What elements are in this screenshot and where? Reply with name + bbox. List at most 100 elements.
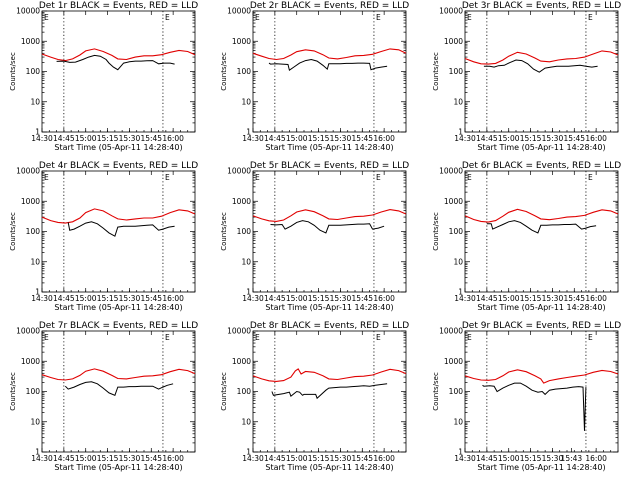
panel-7-marker-label-end: E [165,333,170,342]
panel-6-marker-label-start: E [467,173,472,182]
panel-4-ytick-label: 10 [30,257,40,266]
panel-4-marker-label-start: E [44,173,49,182]
panel-2-xtick-label: 15:00 [286,134,308,143]
panel-6-xlabel: Start Time (05-Apr-11 14:28:40) [477,303,605,312]
panel-5-events-series [270,220,385,234]
panel-4-ytick-label: 10000 [16,167,40,176]
panel-8-xtick-label: 15:00 [286,454,308,463]
panel-9-xtick-label: 15:15 [520,454,542,463]
panel-2-ytick-label: 1000 [232,37,251,46]
panel-2-xtick-label: 16:00 [373,134,395,143]
panel-5-xtick-label: 15:45 [351,294,373,303]
panel-4-xtick-label: 15:15 [97,294,119,303]
panel-2-marker-label-start: E [255,13,260,22]
panel-8-xtick-label: 15:30 [330,454,352,463]
panel-3-xtick-label: 15:00 [498,134,520,143]
panel-8-frame [252,330,407,453]
panel-9-ytick-label: 1000 [444,357,463,366]
panel-6-title: Det 6r BLACK = Events, RED = LLD [462,161,621,171]
panel-7-xlabel: Start Time (05-Apr-11 14:28:40) [54,463,182,472]
panel-8-xlabel: Start Time (05-Apr-11 14:28:40) [265,463,393,472]
panel-2-xtick-label: 15:30 [330,134,352,143]
panel-9-xlabel: Start Time (05-Apr-11 14:28:40) [477,463,605,472]
panel-6-ytick-label: 1 [458,288,463,297]
panel-3-marker-label-end: E [588,13,593,22]
panel-4: Det 4r BLACK = Events, RED = LLD 1 10 100 10… [9,161,198,312]
panel-8-ytick-label: 10 [241,417,251,426]
panel-7-xtick-label: 16:00 [162,454,184,463]
panel-6-xtick-label: 14:45 [476,294,498,303]
panel-9-ytick-label: 1 [458,448,463,457]
panel-9-xtick-label: 14:30 [454,454,476,463]
panel-4-ylabel: Counts/sec [9,212,17,251]
panel-6-ytick-label: 10000 [439,167,463,176]
panel-7-ylabel: Counts/sec [9,372,17,411]
panel-3: Det 3r BLACK = Events, RED = LLD 1 10 100 10… [432,1,621,152]
panel-9-xtick-label: 15:43 [561,454,583,463]
panel-6-events-series [486,220,597,234]
panel-8-xtick-label: 14:30 [242,454,264,463]
panel-3-ytick-label: 1 [458,128,463,137]
panel-3-ytick-label: 10000 [439,7,463,16]
panel-3-title: Det 3r BLACK = Events, RED = LLD [462,1,621,11]
panel-4-ytick-label: 100 [26,227,41,236]
panel-2-ytick-label: 10000 [227,7,251,16]
panel-1-ytick-label: 10000 [16,7,40,16]
panel-9-ytick-label: 10000 [439,327,463,336]
panel-4-xtick-label: 14:30 [31,294,53,303]
panel-1-marker-label-start: E [44,13,49,22]
panel-1-xtick-label: 15:15 [97,134,119,143]
panel-9-ytick-label: 100 [449,387,464,396]
panel-1-frame [41,10,196,133]
panel-3-ytick-label: 100 [449,67,464,76]
panel-9-xtick-label: 14:45 [476,454,498,463]
panel-7-title: Det 7r BLACK = Events, RED = LLD [39,321,198,331]
panel-7-xtick-label: 15:00 [75,454,97,463]
panel-7-ytick-label: 1000 [21,357,40,366]
panel-3-ytick-label: 10 [453,97,463,106]
panel-6-xtick-label: 15:30 [542,294,564,303]
panel-1-ytick-label: 10 [30,97,40,106]
panel-5-ytick-label: 1 [246,288,251,297]
panel-5-ytick-label: 10 [241,257,251,266]
panel-3-xlabel: Start Time (05-Apr-11 14:28:40) [477,143,605,152]
panel-7-ytick-label: 100 [26,387,41,396]
panel-3-frame [464,10,619,133]
panel-4-lld-series [41,208,196,224]
panel-6-ytick-label: 10 [453,257,463,266]
panel-1-xtick-label: 15:30 [119,134,141,143]
panel-1-title: Det 1r BLACK = Events, RED = LLD [39,1,198,11]
panel-3-marker-label-start: E [467,13,472,22]
panel-5-xtick-label: 14:45 [264,294,286,303]
panel-7-ytick-label: 10 [30,417,40,426]
panel-4-title: Det 4r BLACK = Events, RED = LLD [39,161,198,171]
panel-6-marker-label-end: E [588,173,593,182]
panel-7: Det 7r BLACK = Events, RED = LLD 1 10 100 10… [9,321,198,472]
panel-8: Det 8r BLACK = Events, RED = LLD 1 10 100 10… [220,321,409,472]
panel-1-lld-series [41,48,196,62]
panel-8-xtick-label: 15:45 [351,454,373,463]
panel-1-xlabel: Start Time (05-Apr-11 14:28:40) [54,143,182,152]
panel-8-marker-label-end: E [376,333,381,342]
panel-9-events-series [482,382,587,431]
panel-7-events-series [64,381,174,396]
panel-9-ytick-label: 10 [453,417,463,426]
panel-7-xtick-label: 15:15 [97,454,119,463]
panel-1-xtick-label: 14:45 [53,134,75,143]
panel-8-events-series [271,383,388,400]
panel-2-ylabel: Counts/sec [220,52,228,91]
panel-6-frame [464,170,619,293]
panel-7-marker-label-start: E [44,333,49,342]
panel-7-lld-series [41,368,196,381]
panel-3-lld-series [464,50,619,65]
panel-8-xtick-label: 15:15 [308,454,330,463]
panel-9-lld-series [464,369,619,384]
panel-4-xtick-label: 15:30 [119,294,141,303]
panel-6-xtick-label: 15:45 [563,294,585,303]
panel-3-ytick-label: 1000 [444,37,463,46]
panel-9-xtick-label: 15:00 [498,454,520,463]
panel-1-xtick-label: 15:00 [75,134,97,143]
panel-3-xtick-label: 14:30 [454,134,476,143]
panel-1: Det 1r BLACK = Events, RED = LLD 1 10 100 10… [9,1,198,152]
